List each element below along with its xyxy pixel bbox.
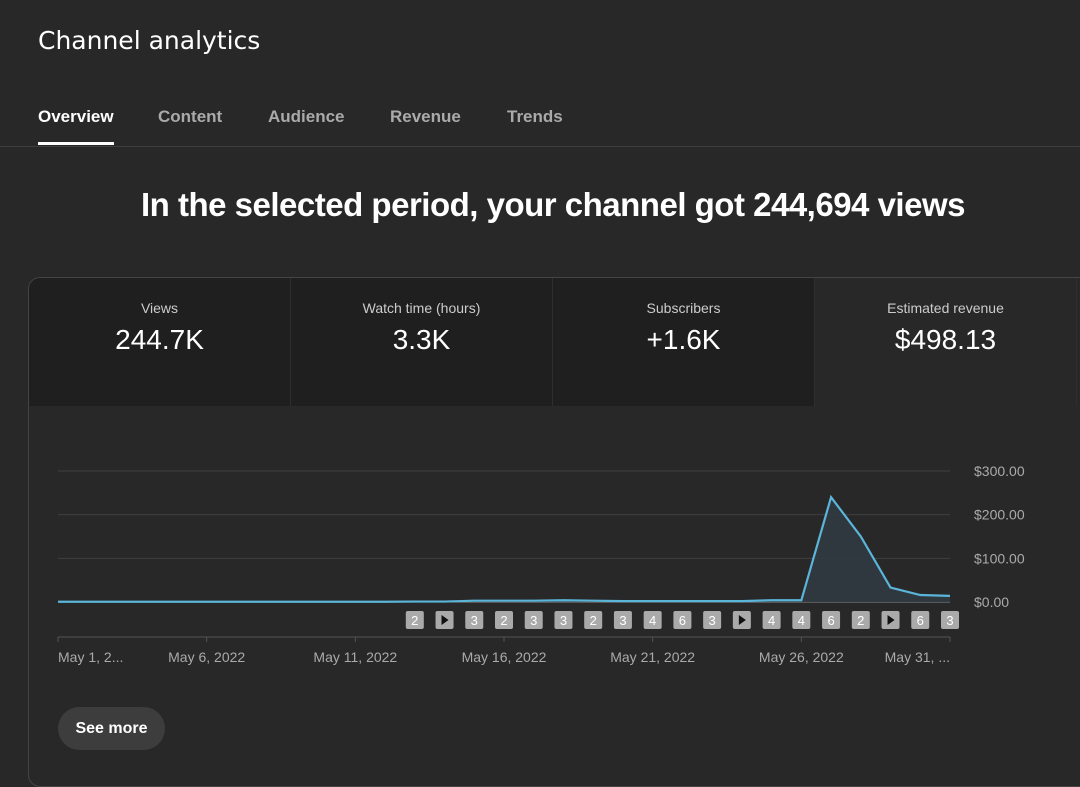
marker-count: 2	[411, 613, 418, 628]
x-tick-label: May 21, 2022	[610, 649, 695, 665]
metric-value: $498.13	[894, 324, 997, 355]
x-tick-label: May 26, 2022	[759, 649, 844, 665]
metric-label: Subscribers	[646, 300, 721, 316]
metric-watch-time[interactable]: Watch time (hours) 3.3K	[291, 278, 553, 406]
published-count-marker[interactable]: 3	[554, 611, 573, 629]
marker-count: 6	[679, 613, 686, 628]
marker-count: 3	[530, 613, 537, 628]
published-count-marker[interactable]: 3	[703, 611, 722, 629]
marker-box	[822, 611, 841, 629]
published-count-marker[interactable]: 3	[465, 611, 484, 629]
metric-views[interactable]: Views 244.7K	[29, 278, 291, 406]
y-tick-label: $300.00	[974, 463, 1025, 479]
tab-trends[interactable]: Trends	[507, 107, 563, 126]
tab-audience[interactable]: Audience	[268, 107, 345, 126]
video-published-marker[interactable]	[435, 611, 454, 629]
marker-box	[584, 611, 603, 629]
metric-value: 244.7K	[115, 324, 204, 355]
marker-count: 3	[560, 613, 567, 628]
metric-value: 3.3K	[392, 324, 451, 355]
marker-box	[405, 611, 424, 629]
play-icon	[887, 615, 895, 625]
published-count-marker[interactable]: 2	[495, 611, 513, 629]
area-fill	[58, 497, 950, 602]
marker-count: 4	[768, 613, 775, 628]
published-count-marker[interactable]: 3	[524, 611, 543, 629]
published-count-marker[interactable]: 6	[822, 611, 841, 629]
see-more-button[interactable]: See more	[58, 707, 165, 750]
tab-bar: Overview Content Audience Revenue Trends	[0, 96, 1080, 147]
metric-value: +1.6K	[646, 324, 721, 355]
published-count-marker[interactable]: 2	[405, 611, 424, 629]
x-tick-label: May 11, 2022	[313, 649, 397, 665]
marker-box	[554, 611, 573, 629]
published-count-marker[interactable]: 3	[613, 611, 632, 629]
marker-box	[911, 611, 930, 629]
tab-overview[interactable]: Overview	[38, 107, 114, 145]
summary-headline: In the selected period, your channel got…	[141, 186, 965, 223]
published-count-marker[interactable]: 6	[673, 611, 692, 629]
x-tick-label: May 31, ...	[885, 649, 950, 665]
play-icon	[738, 615, 746, 625]
marker-box	[703, 611, 722, 629]
metric-estimated-revenue[interactable]: Estimated revenue $498.13	[815, 278, 1077, 406]
video-published-marker[interactable]	[732, 611, 751, 629]
tab-revenue[interactable]: Revenue	[390, 107, 461, 126]
marker-box	[495, 611, 513, 629]
marker-box	[941, 611, 959, 629]
published-count-marker[interactable]: 2	[584, 611, 603, 629]
published-count-marker[interactable]: 4	[643, 611, 662, 629]
published-count-marker[interactable]: 6	[911, 611, 930, 629]
metric-subscribers[interactable]: Subscribers +1.6K	[553, 278, 815, 406]
marker-count: 3	[471, 613, 478, 628]
revenue-line	[58, 494, 951, 603]
x-tick-label: May 1, 2...	[58, 649, 123, 665]
marker-count: 4	[649, 613, 656, 628]
marker-box	[762, 611, 781, 629]
tab-content[interactable]: Content	[158, 107, 223, 126]
y-tick-label: $200.00	[974, 507, 1025, 523]
play-icon	[441, 615, 449, 625]
video-published-marker[interactable]	[881, 611, 900, 629]
published-count-marker[interactable]: 4	[762, 611, 781, 629]
metric-label: Estimated revenue	[887, 300, 1004, 316]
x-tick-label: May 6, 2022	[168, 649, 245, 665]
marker-count: 6	[917, 613, 924, 628]
published-count-marker[interactable]: 3	[941, 611, 959, 629]
published-count-marker[interactable]: 4	[792, 611, 811, 629]
marker-box	[673, 611, 692, 629]
metric-label: Views	[140, 300, 179, 316]
x-tick-label: May 16, 2022	[462, 649, 547, 665]
marker-box	[851, 611, 870, 629]
marker-box	[613, 611, 632, 629]
page-title: Channel analytics	[38, 26, 261, 55]
analytics-card: Views 244.7K Watch time (hours) 3.3K Subsc…	[28, 277, 1080, 787]
y-tick-label: $0.00	[974, 594, 1009, 610]
marker-box	[643, 611, 662, 629]
published-count-marker[interactable]: 2	[851, 611, 870, 629]
marker-count: 2	[500, 613, 507, 628]
marker-box	[524, 611, 543, 629]
marker-count: 4	[798, 613, 805, 628]
marker-count: 2	[590, 613, 597, 628]
marker-count: 3	[619, 613, 626, 628]
marker-count: 3	[709, 613, 716, 628]
marker-count: 6	[827, 613, 834, 628]
metric-label: Watch time (hours)	[362, 300, 481, 316]
marker-box	[465, 611, 484, 629]
marker-count: 3	[946, 613, 953, 628]
marker-box	[792, 611, 811, 629]
y-tick-label: $100.00	[974, 550, 1025, 566]
marker-count: 2	[857, 613, 864, 628]
